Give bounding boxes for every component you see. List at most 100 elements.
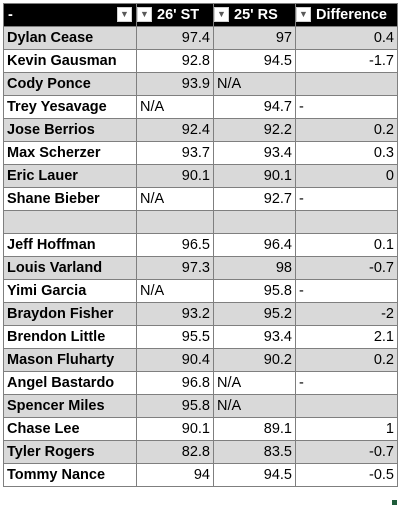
st-velocity-cell[interactable]: 90.4	[136, 348, 214, 372]
rs-velocity-cell[interactable]: 89.1	[213, 417, 296, 441]
st-velocity-cell[interactable]: 94	[136, 463, 214, 487]
rs-velocity-cell[interactable]: 93.4	[213, 141, 296, 165]
player-name-cell[interactable]: Cody Ponce	[3, 72, 137, 96]
rs-velocity-cell[interactable]: 93.4	[213, 325, 296, 349]
player-name-cell[interactable]: Braydon Fisher	[3, 302, 137, 326]
table-row: Yimi Garcia N/A 95.8-	[3, 279, 398, 303]
player-name-cell[interactable]: Dylan Cease	[3, 26, 137, 50]
st-velocity-cell[interactable]: N/A	[136, 187, 214, 211]
st-velocity-cell[interactable]: N/A	[136, 95, 214, 119]
difference-cell[interactable]: 0.3	[295, 141, 398, 165]
difference-cell[interactable]: 0.2	[295, 118, 398, 142]
table-row: Jose Berrios 92.4 92.2 0.2	[3, 118, 398, 142]
difference-cell[interactable]: 0.2	[295, 348, 398, 372]
chevron-down-icon[interactable]: ▼	[137, 7, 152, 22]
rs-velocity-cell[interactable]: 90.2	[213, 348, 296, 372]
difference-cell[interactable]: -1.7	[295, 49, 398, 73]
rs-velocity-cell[interactable]: 97	[213, 26, 296, 50]
rs-velocity-cell[interactable]: 92.7	[213, 187, 296, 211]
table-row: Mason Fluharty 90.4 90.2 0.2	[3, 348, 398, 372]
player-name-cell[interactable]: Max Scherzer	[3, 141, 137, 165]
rs-velocity-cell[interactable]: N/A	[213, 394, 296, 418]
header-difference[interactable]: ▼ Difference	[295, 3, 398, 27]
difference-cell[interactable]: -	[295, 95, 398, 119]
player-name-cell[interactable]: Tyler Rogers	[3, 440, 137, 464]
player-name-cell[interactable]: Trey Yesavage	[3, 95, 137, 119]
player-name-cell[interactable]: Angel Bastardo	[3, 371, 137, 395]
fill-handle[interactable]	[392, 500, 397, 505]
rs-velocity-cell[interactable]: 96.4	[213, 233, 296, 257]
st-velocity-cell[interactable]: 82.8	[136, 440, 214, 464]
difference-cell[interactable]	[295, 394, 398, 418]
difference-cell[interactable]: -	[295, 187, 398, 211]
st-velocity-cell[interactable]: 96.8	[136, 371, 214, 395]
chevron-down-icon[interactable]: ▼	[214, 7, 229, 22]
player-name-cell[interactable]: Chase Lee	[3, 417, 137, 441]
player-name-cell[interactable]: Mason Fluharty	[3, 348, 137, 372]
table-row: Max Scherzer 93.7 93.4 0.3	[3, 141, 398, 165]
player-name-cell[interactable]: Tommy Nance	[3, 463, 137, 487]
table-row: Dylan Cease 97.4 97 0.4	[3, 26, 398, 50]
difference-cell[interactable]: 1	[295, 417, 398, 441]
rs-velocity-cell[interactable]: 94.5	[213, 463, 296, 487]
difference-cell[interactable]	[295, 72, 398, 96]
difference-cell[interactable]: -	[295, 371, 398, 395]
table-row: Chase Lee 90.1 89.1 1	[3, 417, 398, 441]
difference-cell[interactable]: -0.5	[295, 463, 398, 487]
rs-velocity-cell[interactable]: N/A	[213, 72, 296, 96]
difference-cell[interactable]: -0.7	[295, 440, 398, 464]
header-26-st[interactable]: ▼ 26' ST	[136, 3, 214, 27]
st-velocity-cell[interactable]: 92.8	[136, 49, 214, 73]
rs-velocity-cell[interactable]: 83.5	[213, 440, 296, 464]
table-row: Louis Varland 97.3 98 -0.7	[3, 256, 398, 280]
table-row: Trey Yesavage N/A 94.7-	[3, 95, 398, 119]
st-velocity-cell[interactable]: 93.2	[136, 302, 214, 326]
player-name-cell[interactable]: Brendon Little	[3, 325, 137, 349]
rs-velocity-cell[interactable]	[213, 210, 296, 234]
player-name-cell[interactable]: Yimi Garcia	[3, 279, 137, 303]
difference-cell[interactable]: 0	[295, 164, 398, 188]
st-velocity-cell[interactable]: 97.3	[136, 256, 214, 280]
rs-velocity-cell[interactable]: 95.8	[213, 279, 296, 303]
player-name-cell[interactable]: Eric Lauer	[3, 164, 137, 188]
difference-cell[interactable]: 0.1	[295, 233, 398, 257]
table-row: Cody Ponce 93.9 N/A	[3, 72, 398, 96]
header-25-rs[interactable]: ▼ 25' RS	[213, 3, 296, 27]
player-name-cell[interactable]: Spencer Miles	[3, 394, 137, 418]
rs-velocity-cell[interactable]: 92.2	[213, 118, 296, 142]
rs-velocity-cell[interactable]: 98	[213, 256, 296, 280]
difference-cell[interactable]: 0.4	[295, 26, 398, 50]
st-velocity-cell[interactable]: 95.5	[136, 325, 214, 349]
st-velocity-cell[interactable]: 96.5	[136, 233, 214, 257]
st-velocity-cell[interactable]: N/A	[136, 279, 214, 303]
player-name-cell[interactable]	[3, 210, 137, 234]
st-velocity-cell[interactable]: 93.7	[136, 141, 214, 165]
player-name-cell[interactable]: Kevin Gausman	[3, 49, 137, 73]
rs-velocity-cell[interactable]: 94.7	[213, 95, 296, 119]
table-row: Tyler Rogers 82.8 83.5 -0.7	[3, 440, 398, 464]
difference-cell[interactable]: -0.7	[295, 256, 398, 280]
st-velocity-cell[interactable]: 90.1	[136, 164, 214, 188]
rs-velocity-cell[interactable]: N/A	[213, 371, 296, 395]
st-velocity-cell[interactable]: 95.8	[136, 394, 214, 418]
chevron-down-icon[interactable]: ▼	[117, 7, 132, 22]
player-name-cell[interactable]: Jeff Hoffman	[3, 233, 137, 257]
rs-velocity-cell[interactable]: 95.2	[213, 302, 296, 326]
player-name-cell[interactable]: Shane Bieber	[3, 187, 137, 211]
rs-velocity-cell[interactable]: 94.5	[213, 49, 296, 73]
difference-cell[interactable]: -2	[295, 302, 398, 326]
difference-cell[interactable]: -	[295, 279, 398, 303]
st-velocity-cell[interactable]: 90.1	[136, 417, 214, 441]
table-row: Eric Lauer 90.1 90.1 0	[3, 164, 398, 188]
difference-cell[interactable]: 2.1	[295, 325, 398, 349]
chevron-down-icon[interactable]: ▼	[296, 7, 311, 22]
st-velocity-cell[interactable]: 97.4	[136, 26, 214, 50]
difference-cell[interactable]	[295, 210, 398, 234]
st-velocity-cell[interactable]	[136, 210, 214, 234]
header-player[interactable]: - ▼	[3, 3, 137, 27]
rs-velocity-cell[interactable]: 90.1	[213, 164, 296, 188]
player-name-cell[interactable]: Louis Varland	[3, 256, 137, 280]
st-velocity-cell[interactable]: 93.9	[136, 72, 214, 96]
player-name-cell[interactable]: Jose Berrios	[3, 118, 137, 142]
st-velocity-cell[interactable]: 92.4	[136, 118, 214, 142]
